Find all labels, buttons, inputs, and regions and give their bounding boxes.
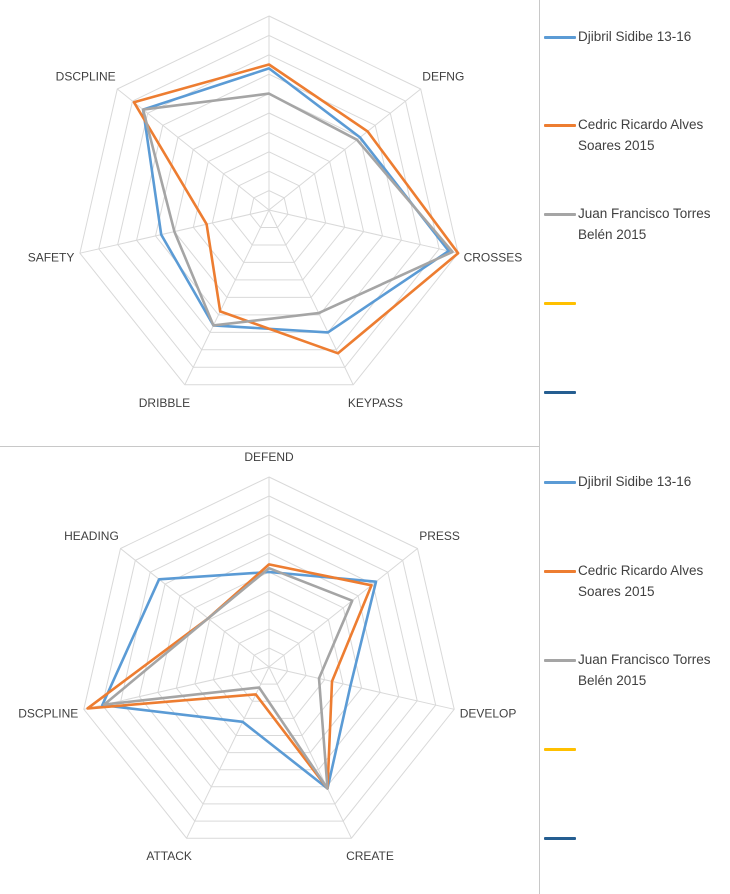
legend-label: Juan Francisco Torres Belén 2015 <box>578 652 711 688</box>
legend-top: Djibril Sidibe 13-16 Cedric Ricardo Alve… <box>542 0 730 447</box>
grid-ring <box>101 495 437 822</box>
axis-spoke <box>268 209 459 254</box>
grid-ring <box>120 514 418 805</box>
axis-spoke <box>120 548 270 668</box>
legend-divider <box>539 0 540 894</box>
axis-label: DSCPLINE <box>18 707 78 721</box>
legend-item[interactable]: Juan Francisco Torres Belén 2015 <box>542 649 728 693</box>
legend-swatch <box>544 481 576 484</box>
series-line <box>102 566 354 790</box>
grid-ring <box>154 93 384 316</box>
axis-spoke <box>184 209 270 386</box>
axis-label: HEADING <box>64 529 119 543</box>
axis-label: ATTACK <box>146 849 192 863</box>
radar-panel-bottom: DEFEND PRESS DEVELOP CREATE ATTACK DSCPLINE HE… <box>0 447 730 894</box>
legend-swatch <box>544 391 576 394</box>
axis-spoke <box>268 666 352 839</box>
axis-label: DRIBBLE <box>139 396 190 410</box>
legend-item[interactable]: Juan Francisco Torres Belén 2015 <box>542 203 728 247</box>
legend-item[interactable] <box>542 827 728 871</box>
legend-swatch <box>544 570 576 573</box>
radar-chart-bottom: DEFEND PRESS DEVELOP CREATE ATTACK DSCPLINE HE… <box>18 450 517 863</box>
legend-swatch <box>544 837 576 840</box>
axis-label: SAFETY <box>28 251 75 265</box>
radar-panel-top: DEF ACTY DEFNG CROSSES KEYPASS DRIBBLE SAFETY… <box>27 0 730 447</box>
legend-label: Cedric Ricardo Alves Soares 2015 <box>578 117 704 153</box>
legend-swatch <box>544 302 576 305</box>
legend-swatch <box>544 213 576 216</box>
legend-bottom: Djibril Sidibe 13-16 Cedric Ricardo Alve… <box>542 447 730 894</box>
grid-ring <box>138 533 400 788</box>
legend-item[interactable] <box>542 381 728 425</box>
grid-ring <box>173 112 365 298</box>
legend-swatch <box>544 659 576 662</box>
grid-ring <box>230 170 308 246</box>
legend-label: Djibril Sidibe 13-16 <box>578 474 692 489</box>
radar-chart-top: DEF ACTY DEFNG CROSSES KEYPASS DRIBBLE SAFETY… <box>28 0 523 410</box>
legend-item[interactable]: Djibril Sidibe 13-16 <box>542 26 728 70</box>
axis-label: DEFNG <box>422 70 464 84</box>
legend-item[interactable] <box>542 738 728 782</box>
legend-swatch <box>544 36 576 39</box>
grid-ring <box>249 190 289 228</box>
grid-ring <box>79 15 459 386</box>
axis-label: PRESS <box>419 529 460 543</box>
axis-spoke <box>116 88 270 211</box>
axis-label: DEF ACTY <box>240 0 299 3</box>
legend-swatch <box>544 748 576 751</box>
axis-label: KEYPASS <box>348 396 403 410</box>
grid-ring <box>98 34 440 368</box>
series-line <box>141 92 454 327</box>
axis-spoke <box>268 548 418 668</box>
grid-ring <box>194 590 344 736</box>
grid-ring <box>212 609 326 719</box>
axis-spoke <box>268 209 354 386</box>
axis-spoke <box>268 666 455 710</box>
legend-swatch <box>544 124 576 127</box>
axis-label: DSCPLINE <box>56 70 116 84</box>
grid-ring <box>249 647 289 685</box>
legend-item[interactable]: Cedric Ricardo Alves Soares 2015 <box>542 114 728 158</box>
grid-ring <box>211 151 327 263</box>
legend-label: Juan Francisco Torres Belén 2015 <box>578 206 711 242</box>
axis-label: DEFEND <box>244 450 294 464</box>
axis-label: CREATE <box>346 849 394 863</box>
legend-item[interactable]: Djibril Sidibe 13-16 <box>542 471 728 515</box>
grid-ring <box>83 476 455 839</box>
axis-spoke <box>268 88 422 211</box>
grid-ring <box>117 54 421 351</box>
axis-label: CROSSES <box>464 251 523 265</box>
grid-ring <box>192 131 346 281</box>
panel-divider <box>0 446 540 447</box>
legend-item[interactable] <box>542 292 728 336</box>
axis-label: DEVELOP <box>460 707 517 721</box>
legend-label: Cedric Ricardo Alves Soares 2015 <box>578 563 704 599</box>
legend-label: Djibril Sidibe 13-16 <box>578 29 692 44</box>
grid-ring <box>175 571 363 754</box>
legend-item[interactable]: Cedric Ricardo Alves Soares 2015 <box>542 560 728 604</box>
series-line <box>101 570 378 790</box>
